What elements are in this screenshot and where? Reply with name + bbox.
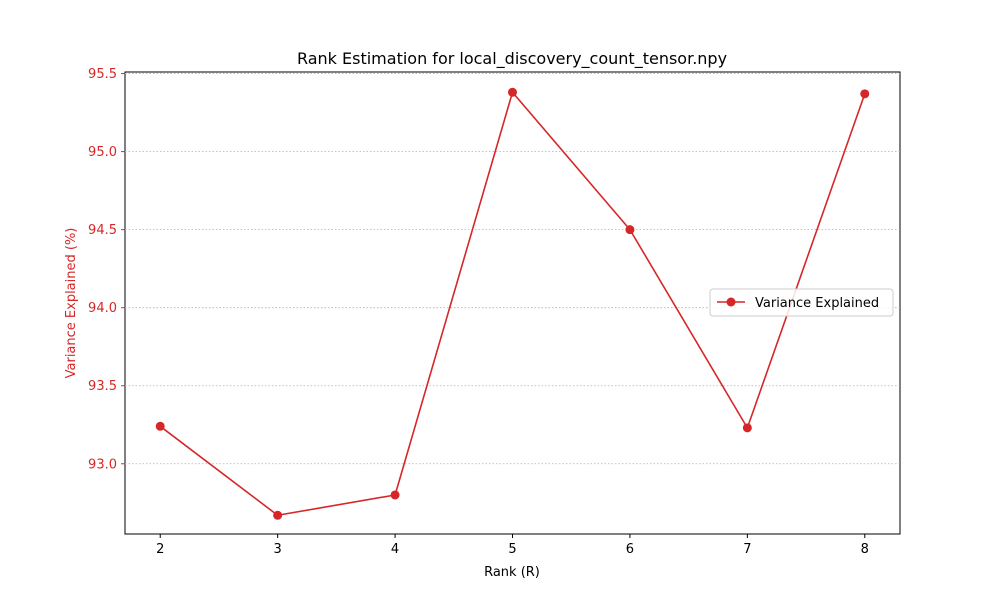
x-tick-label: 6 [626, 542, 634, 557]
legend-marker-swatch [726, 297, 736, 307]
chart-title: Rank Estimation for local_discovery_coun… [297, 49, 727, 69]
series-layer [155, 87, 870, 520]
y-tick-label: 95.0 [88, 145, 117, 160]
data-point [742, 423, 752, 433]
x-tick-label: 4 [391, 542, 399, 557]
y-tick-label: 93.5 [88, 379, 117, 394]
y-tick-label: 93.0 [88, 457, 117, 472]
y-tick-label: 95.5 [88, 67, 117, 82]
x-tick-label: 2 [156, 542, 164, 557]
x-tick-label: 5 [508, 542, 516, 557]
legend: Variance Explained [709, 288, 894, 317]
y-axis-label: Variance Explained (%) [64, 228, 79, 379]
x-tick-label: 7 [743, 542, 751, 557]
x-tick-label: 8 [861, 542, 869, 557]
y-tick-label: 94.5 [88, 223, 117, 238]
y-axis-ticks: 93.0 93.5 94.0 94.5 95.0 95.5 [88, 67, 125, 472]
legend-box [709, 288, 894, 317]
data-point [390, 490, 400, 500]
data-point [273, 510, 283, 520]
data-point [155, 421, 165, 431]
data-point [625, 225, 635, 235]
y-tick-label: 94.0 [88, 301, 117, 316]
grid-lines [125, 73, 900, 465]
x-tick-label: 3 [274, 542, 282, 557]
data-point [508, 87, 517, 97]
x-axis-label: Rank (R) [484, 565, 540, 580]
x-axis-ticks: 2 3 4 5 6 7 8 [156, 534, 869, 557]
data-point [860, 89, 870, 99]
legend-label: Variance Explained [755, 296, 879, 311]
